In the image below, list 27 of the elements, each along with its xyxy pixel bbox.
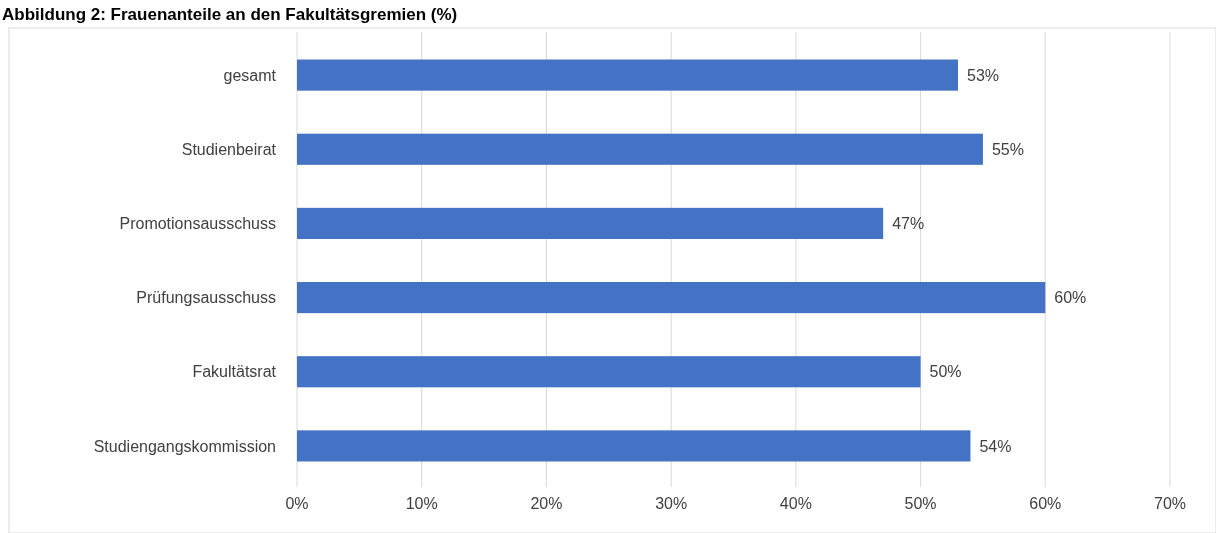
data-label: 54% <box>979 437 1012 455</box>
x-tick-label: 0% <box>285 495 309 512</box>
y-tick-label: Fakultätsrat <box>192 363 277 381</box>
y-tick-label: Prüfungsausschuss <box>136 289 276 307</box>
bar <box>297 207 884 239</box>
x-tick-label: 30% <box>655 495 688 512</box>
chart-title: Abbildung 2: Frauenanteile an den Fakultätsgremien (%) <box>2 5 458 24</box>
data-label: 47% <box>892 215 925 233</box>
data-label: 50% <box>929 363 962 381</box>
bar <box>297 356 921 388</box>
x-tick-label: 50% <box>904 495 937 512</box>
x-tick-label: 60% <box>1029 495 1062 512</box>
x-tick-label: 70% <box>1153 495 1187 512</box>
data-label: 55% <box>991 140 1024 158</box>
data-label: 60% <box>1054 289 1087 307</box>
y-tick-label: gesamt <box>223 66 277 84</box>
x-tick-label: 10% <box>405 495 438 512</box>
x-tick-label: 40% <box>779 495 812 512</box>
data-label: 53% <box>966 66 1000 84</box>
x-tick-label: 20% <box>530 495 563 512</box>
bar <box>297 430 971 462</box>
y-tick-label: Studiengangskommission <box>93 437 276 455</box>
y-tick-label: Promotionsausschuss <box>119 215 276 233</box>
bar <box>297 133 983 165</box>
bar <box>297 282 1046 314</box>
y-tick-label: Studienbeirat <box>181 140 277 158</box>
bar <box>297 59 958 91</box>
